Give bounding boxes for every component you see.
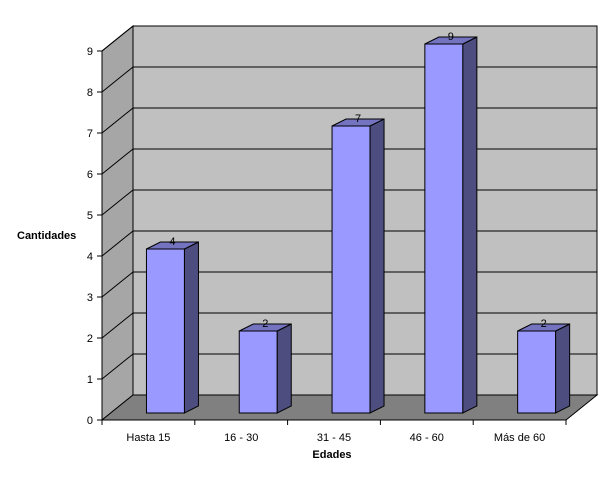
bar-side <box>276 323 292 414</box>
y-axis-title: Cantidades <box>17 230 76 242</box>
y-tick-labels: 0 1 2 3 4 5 6 7 8 9 <box>87 46 93 427</box>
side-wall <box>101 24 134 422</box>
y-tick-label: 6 <box>87 169 93 181</box>
bar <box>517 323 571 414</box>
bar-top <box>517 323 570 332</box>
y-tick-label: 9 <box>87 46 93 58</box>
bar <box>424 36 478 414</box>
bar-side <box>183 241 199 414</box>
y-tick-label: 0 <box>87 415 93 427</box>
gridline-side <box>101 107 134 134</box>
y-tick-label: 4 <box>87 251 93 263</box>
bars <box>145 36 571 414</box>
bar-front <box>145 248 185 414</box>
y-tick-label: 5 <box>87 210 93 222</box>
bar-side <box>555 323 571 414</box>
bar-top <box>146 241 199 250</box>
gridline-side <box>101 25 134 52</box>
x-axis-title: Edades <box>312 449 351 461</box>
x-tick-label: Hasta 15 <box>126 432 170 444</box>
bar <box>331 118 385 414</box>
data-labels: 4 2 7 9 2 <box>169 31 546 330</box>
data-label: 2 <box>262 318 268 330</box>
bar <box>145 241 199 414</box>
data-label: 9 <box>448 31 454 43</box>
bar-front <box>331 125 371 414</box>
y-tick-label: 1 <box>87 374 93 386</box>
gridline-side <box>101 271 134 298</box>
bar-top <box>424 36 478 45</box>
bar-front <box>424 43 464 414</box>
x-tick-label: 31 - 45 <box>317 432 351 444</box>
x-tick-label: 46 - 60 <box>410 432 444 444</box>
y-tick-label: 3 <box>87 292 93 304</box>
bar-top <box>239 323 292 332</box>
bar-front <box>517 330 557 414</box>
data-label: 4 <box>169 236 175 248</box>
bar-side <box>462 36 478 414</box>
gridline-side <box>101 148 134 175</box>
x-tick-labels: Hasta 15 16 - 30 31 - 45 46 - 60 Más de 60 <box>126 432 545 444</box>
gridline-side <box>101 66 134 93</box>
gridline-side <box>101 189 134 216</box>
data-label: 7 <box>355 113 361 125</box>
bar-top <box>331 118 385 127</box>
y-tick-label: 8 <box>87 87 93 99</box>
y-tick-label: 2 <box>87 333 93 345</box>
axes <box>97 50 567 425</box>
bar-front <box>238 330 278 414</box>
gridline-side <box>101 353 134 380</box>
data-label: 2 <box>541 318 547 330</box>
x-tick-label: 16 - 30 <box>224 432 258 444</box>
gridline-side <box>101 312 134 339</box>
bar-side <box>369 118 385 414</box>
bar <box>238 323 292 414</box>
gridline-side <box>101 230 134 257</box>
y-tick-label: 7 <box>87 128 93 140</box>
x-tick-label: Más de 60 <box>494 432 545 444</box>
